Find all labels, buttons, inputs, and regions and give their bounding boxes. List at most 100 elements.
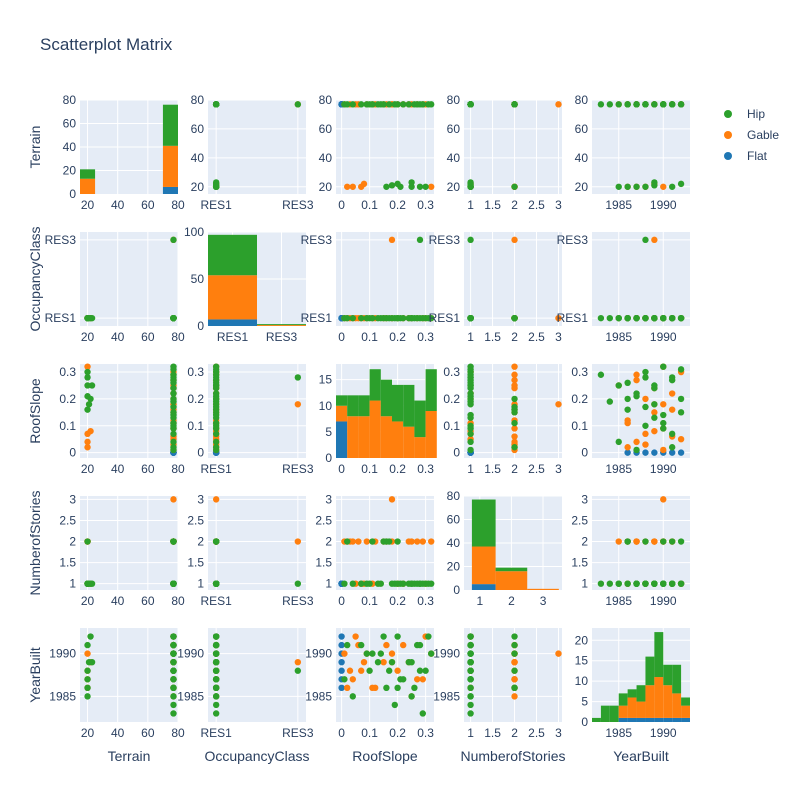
x-tick-label: 2 [511,330,518,344]
data-point-hip [615,382,622,389]
y-tick-label: 0 [69,187,76,201]
x-tick-label: 0.2 [389,198,406,212]
data-point-hip [394,314,401,322]
data-point-hip [394,101,401,108]
data-point-gable [428,538,435,545]
data-point-flat [642,449,649,456]
data-point-hip [349,693,356,700]
data-point-hip [624,101,631,108]
x-axis-title: YearBuilt [613,748,669,764]
data-point-hip [642,422,649,429]
data-point-hip [294,374,302,381]
x-tick-label: 0.3 [417,594,434,608]
legend-item-gable[interactable]: Gable [724,128,779,142]
data-point-hip [212,693,220,700]
legend-label: Gable [747,128,779,142]
cell-plot-area [80,364,178,458]
y-tick-label: 2 [581,535,588,549]
y-tick-label: RES1 [45,311,77,325]
data-point-hip [668,538,676,545]
legend[interactable]: Hip Gable Flat [724,107,779,163]
histogram-bar-hip [425,369,437,411]
data-point-hip [624,395,631,403]
data-point-hip [170,446,177,454]
y-tick-label: 5 [581,695,588,709]
data-point-hip [511,684,518,692]
histogram-bar-hip [627,689,637,698]
y-tick-label: RES1 [429,311,461,325]
data-point-hip [349,314,356,322]
histogram-bar-flat [162,186,178,194]
data-point-gable [668,406,676,413]
legend-item-flat[interactable]: Flat [724,149,768,163]
data-point-hip [363,650,370,657]
data-point-hip [428,314,435,322]
legend-item-hip[interactable]: Hip [724,107,765,121]
data-point-hip [170,710,177,717]
y-tick-label: 80 [191,93,205,107]
y-tick-label: 1990 [433,647,460,661]
x-tick-label: RES3 [282,198,314,212]
data-point-hip [633,446,640,454]
y-tick-label: 3 [197,492,204,506]
x-tick-label: 2 [511,726,518,740]
cell-YearBuilt-vs-OccupancyClass: 1985 1990 RES1 RES3 [177,628,314,740]
data-point-hip [467,684,474,692]
histogram-bar-flat [208,319,257,326]
x-tick-label: 1 [467,462,474,476]
data-point-hip [212,446,220,454]
data-point-hip [660,538,667,545]
cell-YearBuilt-vs-Terrain: 1985 1990 20 40 60 80 [49,628,185,740]
data-point-hip [642,183,649,190]
data-point-hip [170,384,177,392]
x-tick-label: 0 [338,198,345,212]
y-tick-label: 0.1 [571,419,588,433]
y-tick-label: RES3 [45,233,77,247]
data-point-hip [170,371,177,378]
y-tick-label: 60 [575,122,589,136]
y-tick-label: 2.5 [571,513,588,527]
data-point-hip [212,403,220,411]
x-tick-label: 3 [555,462,562,476]
data-point-hip [624,580,631,587]
cell-NumberofStories-vs-NumberofStories: 0 20 40 60 80 1 2 3 [447,489,562,608]
histogram-bar-gable [681,705,690,718]
data-point-gable [511,363,518,370]
data-point-hip [511,395,518,403]
x-tick-label: 2 [511,462,518,476]
y-tick-label: 1985 [305,689,332,703]
y-tick-label: 0 [581,715,588,729]
histogram-bar-flat [471,584,496,590]
cell-NumberofStories-vs-YearBuilt: 1 1.5 2 2.5 3 1985 1990 [571,492,690,608]
histogram-bar-hip [645,656,655,686]
x-tick-label: 80 [171,198,185,212]
data-point-hip [386,314,393,322]
x-tick-label: 0.2 [389,594,406,608]
data-point-gable [633,538,640,545]
data-point-hip [405,101,412,108]
data-point-hip [606,101,614,108]
data-point-gable [511,693,518,700]
data-point-hip [369,538,376,545]
data-point-hip [88,580,96,587]
data-point-hip [419,314,426,322]
y-tick-label: 0 [197,446,204,460]
y-tick-label: 2 [69,535,76,549]
x-tick-label: RES3 [282,594,314,608]
y-tick-label: 1985 [433,689,460,703]
y-tick-label: 20 [63,164,77,178]
data-point-hip [660,363,667,370]
x-tick-label: 60 [141,330,155,344]
data-point-hip [651,314,658,322]
y-tick-label: 60 [447,513,461,527]
data-point-gable [651,409,658,416]
y-tick-label: 0.1 [443,419,460,433]
y-axis-title: OccupancyClass [27,226,43,331]
x-tick-label: RES3 [282,462,314,476]
data-point-hip [405,658,412,666]
data-point-hip [467,390,474,397]
data-point-hip [212,633,220,640]
x-tick-label: 80 [171,726,185,740]
y-tick-label: 5 [325,425,332,439]
data-point-hip [212,376,220,384]
